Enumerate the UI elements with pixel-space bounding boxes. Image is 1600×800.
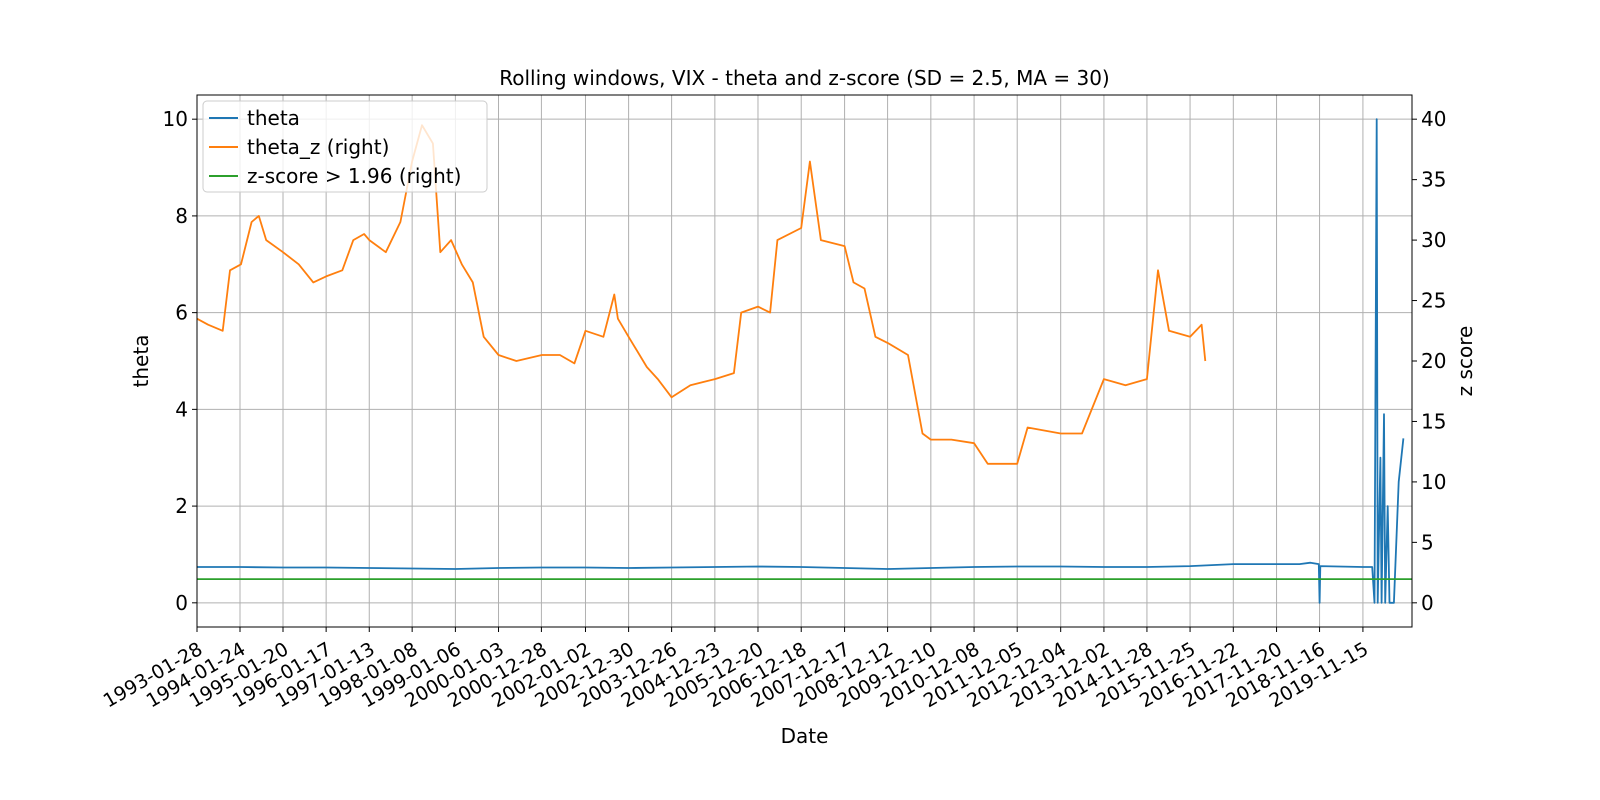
y-tick-label: 10 [163, 107, 188, 131]
chart-title: Rolling windows, VIX - theta and z-score… [499, 66, 1110, 90]
series-line-theta-z-right [196, 124, 1207, 465]
legend-label: theta_z (right) [247, 135, 389, 159]
y-tick-label: 8 [175, 204, 188, 228]
series-layer [196, 118, 1412, 604]
y-right-tick-label: 15 [1421, 409, 1446, 433]
y-tick-label: 6 [175, 301, 188, 325]
x-axis-label: Date [781, 724, 829, 748]
y-tick-label: 2 [175, 494, 188, 518]
y-right-tick-label: 20 [1421, 349, 1446, 373]
legend-label: z-score > 1.96 (right) [247, 164, 461, 188]
y-axis-right-label: z score [1453, 326, 1477, 397]
y-right-tick-label: 35 [1421, 168, 1446, 192]
legend: theta theta_z (right) z-score > 1.96 (righ… [202, 100, 488, 193]
y-axis-label: theta [129, 335, 153, 388]
y-right-tick-label: 30 [1421, 228, 1446, 252]
y-right-tick-label: 40 [1421, 107, 1446, 131]
y-tick-label: 4 [175, 397, 188, 421]
y-right-tick-label: 25 [1421, 289, 1446, 313]
y-right-tick-label: 5 [1421, 530, 1434, 554]
legend-label: theta [247, 106, 300, 130]
legend-box [202, 100, 488, 193]
y-right-tick-label: 10 [1421, 470, 1446, 494]
y-right-tick-label: 0 [1421, 591, 1434, 615]
y-tick-label: 0 [175, 591, 188, 615]
series-line-theta [197, 118, 1405, 604]
